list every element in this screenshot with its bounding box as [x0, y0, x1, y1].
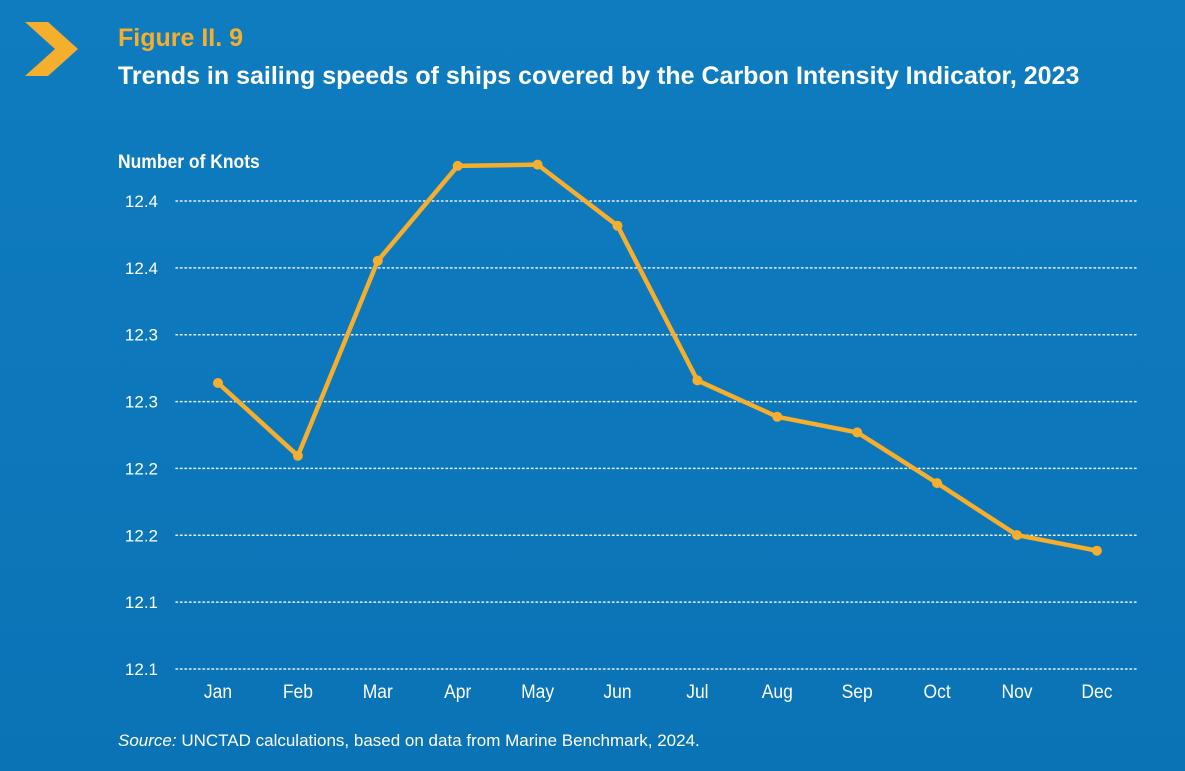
source-prefix: Source:	[118, 731, 177, 750]
y-axis-ticks: 12.4 12.4 12.3 12.3 12.2 12.2 12.1 12.1	[125, 192, 158, 679]
x-tick-label: Mar	[363, 680, 393, 702]
series-layer	[213, 159, 1102, 556]
x-tick-label: May	[521, 680, 555, 702]
data-point	[213, 378, 223, 388]
data-point	[372, 255, 383, 266]
x-tick-label: Jun	[603, 680, 631, 702]
y-tick-label: 12.1	[125, 660, 158, 679]
data-point	[692, 375, 703, 386]
data-point	[292, 450, 303, 461]
x-tick-label: Dec	[1081, 680, 1112, 702]
y-tick-label: 12.4	[125, 192, 158, 211]
chevron-right-icon	[25, 22, 78, 76]
data-point	[1091, 545, 1102, 556]
source-note: Source: UNCTAD calculations, based on da…	[118, 730, 700, 752]
data-point	[772, 411, 783, 422]
y-tick-label: 12.3	[125, 393, 158, 412]
series-line	[215, 162, 1100, 553]
x-tick-label: Jul	[686, 680, 708, 702]
y-axis-label: Number of Knots	[118, 152, 260, 173]
grid-lines	[175, 200, 1137, 670]
data-point	[1012, 530, 1022, 541]
x-tick-label: Oct	[924, 680, 951, 702]
y-tick-label: 12.3	[125, 326, 158, 345]
figure-label: Figure II. 9	[118, 24, 244, 52]
figure-title: Trends in sailing speeds of ships covere…	[118, 62, 1080, 90]
data-point	[452, 160, 463, 171]
x-tick-label: Jan	[204, 680, 232, 702]
x-tick-label: Apr	[444, 680, 471, 702]
x-tick-label: Nov	[1001, 680, 1033, 702]
x-tick-label: Sep	[842, 680, 873, 702]
x-axis-ticks: Jan Feb Mar Apr May Jun Jul Aug Sep Oct Nov Dec	[204, 680, 1113, 702]
y-tick-label: 12.2	[125, 526, 158, 545]
y-tick-label: 12.1	[125, 593, 158, 612]
x-tick-label: Feb	[283, 680, 313, 702]
y-tick-label: 12.4	[125, 259, 158, 278]
data-point	[852, 427, 863, 438]
x-tick-label: Aug	[762, 680, 793, 702]
source-text: UNCTAD calculations, based on data from …	[176, 731, 700, 750]
data-point	[612, 220, 623, 231]
y-tick-label: 12.2	[125, 459, 158, 478]
data-point	[532, 159, 543, 170]
data-point	[932, 478, 943, 489]
